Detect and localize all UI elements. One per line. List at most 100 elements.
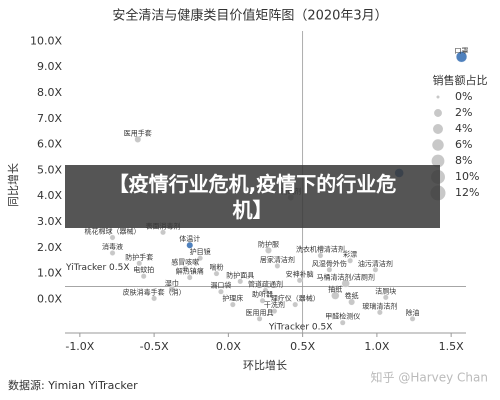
bubble bbox=[213, 270, 220, 277]
bubble bbox=[455, 51, 468, 63]
bubble bbox=[160, 229, 166, 236]
legend-bubble bbox=[436, 95, 440, 99]
legend-label: 10% bbox=[455, 170, 479, 183]
banner-text: 【疫情行业危机,疫情下的行业危机】 bbox=[108, 171, 397, 222]
bubble bbox=[140, 273, 147, 280]
bubble bbox=[237, 278, 244, 285]
bubble bbox=[186, 241, 194, 249]
legend-label: 8% bbox=[455, 154, 472, 167]
bubble bbox=[134, 135, 142, 143]
bubble bbox=[262, 287, 269, 294]
bubble-label: 马桶清洁剂/洁厕剂 bbox=[317, 272, 375, 281]
bubble-label: 感冒咳嗽 bbox=[171, 257, 199, 266]
bubble bbox=[341, 279, 350, 288]
y-tick-label: 8.0X bbox=[37, 86, 62, 99]
bubble-label: 居家清洁剂 bbox=[260, 255, 295, 264]
legend-title: 销售额占比 bbox=[433, 73, 488, 87]
reference-label: YiTracker 0.5X bbox=[65, 263, 129, 273]
bubble bbox=[317, 252, 324, 259]
bubble bbox=[376, 309, 383, 316]
y-tick-label: 10.0X bbox=[30, 34, 62, 47]
legend-label: 2% bbox=[455, 106, 472, 119]
x-tick-label: -0.5X bbox=[140, 340, 169, 353]
legend-bubble bbox=[434, 109, 442, 117]
bubble-label: 风湿骨外伤 bbox=[312, 259, 347, 268]
y-axis-label: 同比增长 bbox=[6, 163, 20, 207]
bubble-label: 甲醛检测仪 bbox=[325, 312, 360, 321]
bubble-label: 彩漂 bbox=[343, 250, 357, 259]
bubble-label: 油污清洁剂 bbox=[358, 259, 393, 268]
bubble-label: 湿巾 bbox=[165, 278, 179, 287]
bubble bbox=[347, 257, 354, 264]
bubble bbox=[197, 255, 204, 262]
bubble-label: 解热镇痛 bbox=[176, 267, 204, 276]
legend-bubble bbox=[433, 124, 443, 134]
bubble-label: 玻璃清洁剂 bbox=[362, 301, 397, 310]
bubble bbox=[331, 291, 340, 300]
bubble bbox=[339, 319, 346, 326]
x-tick-label: 0.0X bbox=[216, 340, 241, 353]
bubble-label: 喘粉 bbox=[209, 263, 223, 272]
bubble-label: 护理床 bbox=[222, 294, 243, 303]
legend-label: 6% bbox=[455, 138, 472, 151]
bubble bbox=[259, 297, 266, 304]
y-tick-label: 5.0X bbox=[37, 163, 62, 176]
bubble bbox=[409, 315, 416, 322]
bubble bbox=[274, 262, 281, 269]
bubble bbox=[382, 294, 389, 301]
x-tick-label: 0.5X bbox=[290, 340, 315, 353]
bubble-label: 桃花棉球（器械） bbox=[85, 226, 141, 235]
bubble-label: 除油 bbox=[406, 308, 420, 317]
bubble bbox=[109, 234, 116, 241]
bubble bbox=[136, 260, 143, 267]
bubble-label: 助听器 bbox=[252, 290, 273, 299]
bubble-label: 理疗仪（器械） bbox=[271, 294, 320, 303]
bubble bbox=[168, 285, 176, 293]
bubble-label: 消毒液 bbox=[102, 242, 123, 251]
legend-bubble bbox=[432, 139, 444, 151]
chart-title: 安全清洁与健康类目价值矩阵图（2020年3月） bbox=[112, 8, 387, 24]
bubble-label: 口罩 bbox=[455, 47, 469, 55]
bubble bbox=[265, 246, 272, 254]
legend-label: 4% bbox=[455, 122, 472, 135]
bubble-label: 电蚊拍 bbox=[133, 265, 154, 274]
bubble-label: 洁厕块 bbox=[375, 286, 396, 295]
legend-bubble bbox=[431, 154, 445, 168]
legend-label: 12% bbox=[455, 186, 479, 199]
bubble-label: 皮肤消毒手套（消） bbox=[123, 287, 186, 296]
banner: 【疫情行业危机,疫情下的行业危机】 bbox=[65, 165, 440, 228]
y-tick-label: 3.0X bbox=[37, 215, 62, 228]
bubble bbox=[271, 308, 278, 314]
bubble bbox=[186, 274, 193, 281]
y-tick-label: 0.0X bbox=[37, 292, 62, 305]
bubble-label: 体温计 bbox=[179, 234, 200, 243]
bubble bbox=[348, 298, 356, 306]
bubble bbox=[229, 301, 236, 308]
bubble bbox=[182, 265, 189, 272]
y-tick-label: 6.0X bbox=[37, 138, 62, 151]
bubble bbox=[256, 315, 263, 322]
bubble-label: 漏口袋 bbox=[210, 281, 231, 290]
y-tick-label: 1.0X bbox=[37, 267, 62, 280]
bubble-label: 防护服 bbox=[258, 239, 279, 248]
bubble bbox=[151, 295, 158, 302]
legend-label: 0% bbox=[455, 90, 472, 103]
bubble-label: 防护面具 bbox=[226, 270, 254, 279]
y-tick-label: 9.0X bbox=[37, 60, 62, 73]
bubble bbox=[109, 250, 116, 256]
bubble bbox=[218, 288, 224, 295]
x-tick-label: 1.0X bbox=[364, 340, 389, 353]
bubble-label: 抽纸 bbox=[328, 285, 342, 294]
bubble-label: 医用用具 bbox=[246, 309, 274, 317]
y-tick-label: 7.0X bbox=[37, 112, 62, 125]
bubble bbox=[326, 266, 333, 273]
bubble-label: 护目镜 bbox=[190, 247, 211, 256]
y-tick-label: 4.0X bbox=[37, 189, 62, 202]
bubble-label: 安神补脑 bbox=[286, 269, 314, 278]
bubble-label: 医用手套 bbox=[124, 128, 152, 137]
bubble bbox=[372, 266, 379, 273]
reference-label: YiTracker 0.5X bbox=[268, 323, 332, 333]
bubble-label: 卷纸 bbox=[345, 291, 359, 300]
